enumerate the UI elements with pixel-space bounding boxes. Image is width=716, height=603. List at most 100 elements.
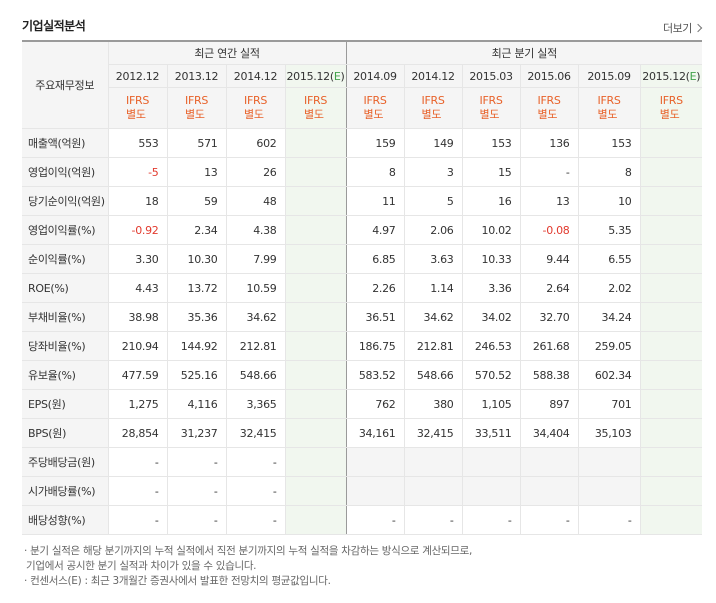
- estimate-cell: [639, 476, 703, 506]
- cell-value: -: [166, 476, 226, 506]
- cell-value: 525.16: [166, 360, 226, 390]
- cell-value: 33,511: [461, 418, 521, 448]
- row-label: EPS(원): [22, 389, 108, 419]
- ifrs-badge: IFRS 별도: [639, 87, 703, 129]
- cell-value: 5: [403, 186, 463, 216]
- cell-value: 583.52: [345, 360, 405, 390]
- more-link[interactable]: 더보기: [663, 20, 703, 36]
- footnote: 기업에서 공시한 분기 실적과 차이가 있을 수 있습니다.: [26, 560, 257, 572]
- cell-value: 380: [403, 389, 463, 419]
- cell-value: 571: [166, 128, 226, 158]
- cell-value: 34,161: [345, 418, 405, 448]
- cell-value: 13.72: [166, 273, 226, 303]
- table-row: 순이익률(%) 3.30 10.30 7.99 6.85 3.63 10.33 9.44 6.5…: [22, 244, 703, 274]
- cell-value: [345, 476, 405, 506]
- row-label: 유보율(%): [22, 360, 108, 390]
- cell-value: 2.34: [166, 215, 226, 245]
- cell-value: 34.24: [577, 302, 641, 332]
- estimate-cell: [639, 447, 703, 477]
- cell-value: 34.62: [225, 302, 285, 332]
- table-row: 당기순이익(억원) 18 59 48 11 5 16 13 10: [22, 186, 703, 216]
- cell-value: 153: [577, 128, 641, 158]
- ifrs-badge: IFRS 별도: [577, 87, 641, 129]
- cell-value: 38.98: [107, 302, 167, 332]
- estimate-label: 2015.12(: [642, 69, 690, 83]
- cell-value: 4.43: [107, 273, 167, 303]
- cell-value: 11: [345, 186, 405, 216]
- cell-value: 3.36: [461, 273, 521, 303]
- ifrs-line2: 별도: [363, 108, 384, 121]
- cell-value: 762: [345, 389, 405, 419]
- estimate-cell: [284, 447, 347, 477]
- cell-value: 10.33: [461, 244, 521, 274]
- cell-value: 26: [225, 157, 285, 187]
- cell-value: -: [519, 505, 579, 535]
- cell-value: [519, 476, 579, 506]
- footnote: · 분기 실적은 해당 분기까지의 누적 실적에서 직전 분기까지의 누적 실적…: [24, 545, 473, 557]
- estimate-cell: [284, 360, 347, 390]
- cell-value: 2.26: [345, 273, 405, 303]
- period-header: 2015.09: [577, 64, 641, 88]
- cell-value: -: [166, 447, 226, 477]
- estimate-cell: [639, 244, 703, 274]
- row-label: BPS(원): [22, 418, 108, 448]
- cell-value: -5: [107, 157, 167, 187]
- row-label: 순이익률(%): [22, 244, 108, 274]
- cell-value: -: [345, 505, 405, 535]
- cell-value: -0.08: [519, 215, 579, 245]
- cell-value: 149: [403, 128, 463, 158]
- estimate-cell: [284, 302, 347, 332]
- cell-value: 3.63: [403, 244, 463, 274]
- cell-value: 8: [577, 157, 641, 187]
- table-row: 영업이익(억원) -5 13 26 8 3 15-8: [22, 157, 703, 187]
- table-row: 주당배당금(원) - - -: [22, 447, 703, 477]
- table-row: 유보율(%) 477.59 525.16 548.66 583.52 548.66 570.…: [22, 360, 703, 390]
- cell-value: 6.85: [345, 244, 405, 274]
- estimate-mark: E: [333, 69, 341, 83]
- row-header-title: 주요재무정보: [22, 40, 108, 129]
- cell-value: 212.81: [225, 331, 285, 361]
- estimate-label-end: ): [340, 69, 345, 83]
- estimate-cell: [639, 302, 703, 332]
- cell-value: 477.59: [107, 360, 167, 390]
- ifrs-line1: IFRS: [185, 94, 208, 107]
- estimate-cell: [284, 128, 347, 158]
- estimate-cell: [284, 418, 347, 448]
- cell-value: 32,415: [225, 418, 285, 448]
- estimate-cell: [639, 215, 703, 245]
- ifrs-line1: IFRS: [421, 94, 445, 107]
- estimate-cell: [639, 360, 703, 390]
- cell-value: 36.51: [345, 302, 405, 332]
- estimate-cell: [284, 505, 347, 535]
- cell-value: 1,275: [107, 389, 167, 419]
- table-row: 시가배당률(%) - - -: [22, 476, 703, 506]
- cell-value: 1,105: [461, 389, 521, 419]
- estimate-cell: [284, 244, 347, 274]
- cell-value: 159: [345, 128, 405, 158]
- cell-value: -: [107, 476, 167, 506]
- cell-value: -: [461, 505, 521, 535]
- estimate-cell: [639, 157, 703, 187]
- cell-value: 3.30: [107, 244, 167, 274]
- cell-value: 4.97: [345, 215, 405, 245]
- page-title: 기업실적분석: [22, 19, 86, 33]
- estimate-cell: [284, 186, 347, 216]
- ifrs-badge: IFRS 별도: [345, 87, 405, 129]
- table-row: 당좌비율(%) 210.94 144.92 212.81 186.75 212.81 246…: [22, 331, 703, 361]
- ifrs-badge: IFRS 별도: [461, 87, 521, 129]
- row-label: 당좌비율(%): [22, 331, 108, 361]
- estimate-cell: [639, 128, 703, 158]
- more-label: 더보기: [663, 22, 692, 35]
- estimate-mark: E: [689, 69, 697, 83]
- cell-value: 212.81: [403, 331, 463, 361]
- table-row: ROE(%) 4.43 13.72 10.59 2.26 1.14 3.36 2.64 2.02: [22, 273, 703, 303]
- cell-value: 261.68: [519, 331, 579, 361]
- cell-value: 16: [461, 186, 521, 216]
- estimate-cell: [639, 418, 703, 448]
- cell-value: [403, 476, 463, 506]
- ifrs-badge: IFRS 별도: [166, 87, 226, 129]
- period-header: 2014.12: [225, 64, 285, 88]
- estimate-cell: [639, 331, 703, 361]
- ifrs-line2: 별도: [126, 108, 146, 121]
- estimate-cell: [639, 273, 703, 303]
